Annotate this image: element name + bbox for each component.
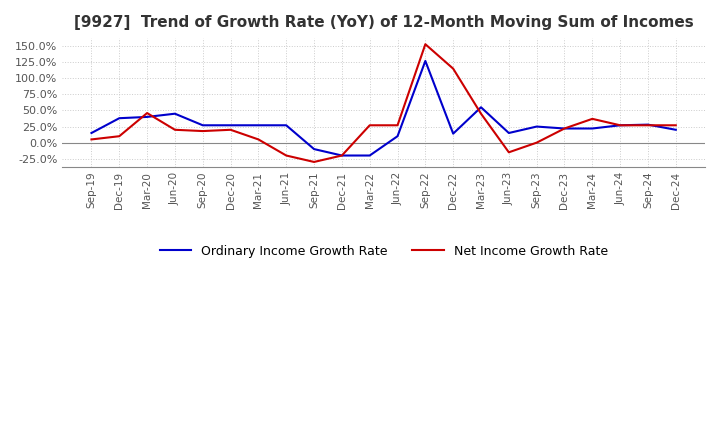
- Net Income Growth Rate: [616, 123, 624, 128]
- Ordinary Income Growth Rate: [532, 124, 541, 129]
- Net Income Growth Rate: [143, 110, 151, 116]
- Ordinary Income Growth Rate: [226, 123, 235, 128]
- Ordinary Income Growth Rate: [338, 153, 346, 158]
- Ordinary Income Growth Rate: [171, 111, 179, 116]
- Net Income Growth Rate: [505, 150, 513, 155]
- Net Income Growth Rate: [532, 140, 541, 145]
- Line: Net Income Growth Rate: Net Income Growth Rate: [91, 44, 676, 162]
- Net Income Growth Rate: [449, 66, 457, 71]
- Net Income Growth Rate: [282, 153, 291, 158]
- Net Income Growth Rate: [254, 137, 263, 142]
- Net Income Growth Rate: [310, 159, 318, 165]
- Ordinary Income Growth Rate: [421, 59, 430, 64]
- Net Income Growth Rate: [365, 123, 374, 128]
- Net Income Growth Rate: [338, 153, 346, 158]
- Net Income Growth Rate: [226, 127, 235, 132]
- Ordinary Income Growth Rate: [282, 123, 291, 128]
- Line: Ordinary Income Growth Rate: Ordinary Income Growth Rate: [91, 61, 676, 155]
- Net Income Growth Rate: [588, 116, 597, 121]
- Ordinary Income Growth Rate: [477, 105, 485, 110]
- Net Income Growth Rate: [644, 123, 652, 128]
- Title: [9927]  Trend of Growth Rate (YoY) of 12-Month Moving Sum of Incomes: [9927] Trend of Growth Rate (YoY) of 12-…: [73, 15, 693, 30]
- Ordinary Income Growth Rate: [365, 153, 374, 158]
- Ordinary Income Growth Rate: [310, 147, 318, 152]
- Ordinary Income Growth Rate: [588, 126, 597, 131]
- Ordinary Income Growth Rate: [449, 131, 457, 136]
- Ordinary Income Growth Rate: [616, 123, 624, 128]
- Ordinary Income Growth Rate: [644, 122, 652, 127]
- Ordinary Income Growth Rate: [560, 126, 569, 131]
- Net Income Growth Rate: [477, 111, 485, 116]
- Net Income Growth Rate: [171, 127, 179, 132]
- Net Income Growth Rate: [115, 134, 124, 139]
- Net Income Growth Rate: [560, 126, 569, 131]
- Ordinary Income Growth Rate: [115, 116, 124, 121]
- Ordinary Income Growth Rate: [672, 127, 680, 132]
- Net Income Growth Rate: [672, 123, 680, 128]
- Ordinary Income Growth Rate: [143, 114, 151, 120]
- Ordinary Income Growth Rate: [393, 134, 402, 139]
- Net Income Growth Rate: [421, 42, 430, 47]
- Net Income Growth Rate: [199, 128, 207, 134]
- Ordinary Income Growth Rate: [87, 130, 96, 136]
- Net Income Growth Rate: [87, 137, 96, 142]
- Ordinary Income Growth Rate: [199, 123, 207, 128]
- Ordinary Income Growth Rate: [254, 123, 263, 128]
- Legend: Ordinary Income Growth Rate, Net Income Growth Rate: Ordinary Income Growth Rate, Net Income …: [155, 240, 613, 263]
- Ordinary Income Growth Rate: [505, 130, 513, 136]
- Net Income Growth Rate: [393, 123, 402, 128]
